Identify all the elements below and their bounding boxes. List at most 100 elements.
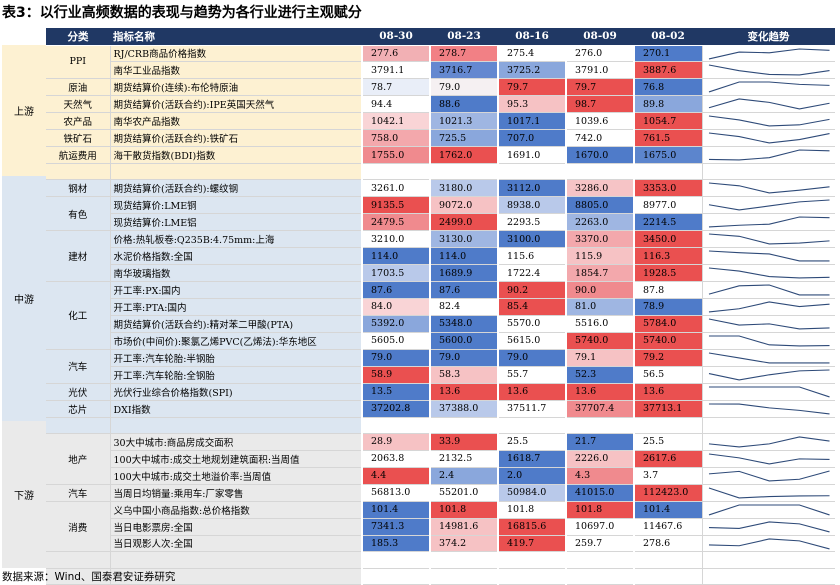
value-cell: 25.5 xyxy=(633,433,702,451)
value-cell: 5392.0 xyxy=(361,315,430,333)
trend-sparkline-cell xyxy=(701,196,835,215)
indicator-name: 海干散货指数(BDI)指数 xyxy=(110,146,363,165)
trend-line xyxy=(708,47,830,59)
value-cell: 374.2 xyxy=(429,535,498,553)
indicator-name: 当日电影票房:全国 xyxy=(110,518,363,536)
trend-line xyxy=(708,216,830,228)
trend-sparkline xyxy=(708,470,830,482)
table-row: 有色 现货结算价:LME铜 9135.5 9072.0 8938.0 8805.0 8977… xyxy=(46,196,835,232)
value-cell: 55.7 xyxy=(497,366,566,384)
segment-column: 上游 中游 下游 xyxy=(2,28,46,568)
value-cell: 101.8 xyxy=(565,501,634,519)
value-cell xyxy=(429,551,498,569)
trend-sparkline-cell xyxy=(701,129,835,148)
segment-label: 上游 xyxy=(2,45,46,176)
trend-sparkline-cell xyxy=(701,213,835,232)
value-cell: 37713.1 xyxy=(633,400,702,418)
value-cell: 1703.5 xyxy=(361,264,430,283)
category-cell: 地产 xyxy=(46,433,111,485)
value-cell: 5605.0 xyxy=(361,332,430,350)
value-cell: 1039.6 xyxy=(565,112,634,131)
table-row: 消费 义乌中国小商品指数:总价格指数 101.4 101.8 101.8 101.8 101… xyxy=(46,501,835,553)
header-date: 08-09 xyxy=(566,28,634,46)
value-cell: 1755.0 xyxy=(361,146,430,165)
value-cell: 95.3 xyxy=(497,95,566,114)
trend-sparkline-cell xyxy=(701,417,835,434)
table-row: 汽车 开工率:汽车轮胎:半钢胎 79.0 79.0 79.0 79.1 79.2 xyxy=(46,349,835,384)
value-cell: 5516.0 xyxy=(565,315,634,333)
value-cell: 112423.0 xyxy=(633,484,702,502)
value-cell: 2226.0 xyxy=(565,450,634,468)
table-row: 地产 30大中城市:商品房成交面积 28.9 33.9 25.5 21.7 25.5 xyxy=(46,433,835,485)
trend-sparkline-cell xyxy=(701,568,835,585)
value-cell: 114.0 xyxy=(361,247,430,266)
table-row: 原油 期货结算价(连续):布伦特原油 78.7 79.0 79.7 79.7 76.8 xyxy=(46,78,835,97)
trend-sparkline-cell xyxy=(701,535,835,553)
value-cell: 14981.6 xyxy=(429,518,498,536)
table-row: 南华玻璃指数 1703.5 1689.9 1722.4 1854.7 1928.5 xyxy=(46,264,835,283)
table-header-row: 分类 指标名称 08-30 08-23 08-16 08-09 08-02 变化… xyxy=(46,28,835,46)
indicator-name: 南华工业品指数 xyxy=(110,61,363,80)
value-cell: 8938.0 xyxy=(497,196,566,215)
table-row: 当日电影票房:全国 7341.3 14981.6 16815.6 10697.0 1146… xyxy=(46,518,835,536)
trend-sparkline-cell xyxy=(701,366,835,384)
value-cell: 1042.1 xyxy=(361,112,430,131)
value-cell: 2.0 xyxy=(497,467,566,485)
value-cell: 2617.6 xyxy=(633,450,702,468)
value-cell: 79.0 xyxy=(361,349,430,367)
category-cell: 天然气 xyxy=(46,95,111,114)
value-cell xyxy=(633,163,702,181)
table-row: PPI RJ/CRB商品价格指数 277.6 278.7 275.4 276.0 270.1 xyxy=(46,45,835,80)
trend-line xyxy=(708,487,830,499)
indicator-name: 期货结算价(连续):布伦特原油 xyxy=(110,78,363,97)
trend-sparkline xyxy=(708,182,830,194)
indicator-name xyxy=(110,417,363,434)
value-cell: 25.5 xyxy=(497,433,566,451)
source-note: 数据来源：Wind、国泰君安证券研究 xyxy=(2,571,176,583)
trend-sparkline xyxy=(708,352,830,364)
value-cell xyxy=(361,568,430,585)
trend-line xyxy=(708,199,830,211)
value-cell: 5348.0 xyxy=(429,315,498,333)
value-cell: 1762.0 xyxy=(429,146,498,165)
trend-sparkline xyxy=(708,318,830,330)
value-cell: 56813.0 xyxy=(361,484,430,502)
value-cell: 101.8 xyxy=(429,501,498,519)
indicator-name: 开工率:汽车轮胎:半钢胎 xyxy=(110,349,363,367)
category-cell: 化工 xyxy=(46,281,111,350)
value-cell: 1054.7 xyxy=(633,112,702,131)
value-cell: 8977.0 xyxy=(633,196,702,215)
value-cell: 3725.2 xyxy=(497,61,566,80)
value-cell: 87.6 xyxy=(429,281,498,299)
value-cell: 58.9 xyxy=(361,366,430,384)
value-cell: 90.2 xyxy=(497,281,566,299)
value-cell: 3791.1 xyxy=(361,61,430,80)
trend-line xyxy=(708,267,830,279)
trend-line xyxy=(708,98,830,110)
trend-sparkline-cell xyxy=(701,247,835,266)
value-cell: 58.3 xyxy=(429,366,498,384)
trend-sparkline-cell xyxy=(701,264,835,283)
value-cell: 1691.0 xyxy=(497,146,566,165)
table-row: 南华工业品指数 3791.1 3716.7 3725.2 3791.0 3887.6 xyxy=(46,61,835,80)
value-cell: 3353.0 xyxy=(633,179,702,198)
indicator-name: 现货结算价:LME铝 xyxy=(110,213,363,232)
trend-line xyxy=(708,335,830,347)
value-cell: 5740.0 xyxy=(633,332,702,350)
indicator-name: 100大中城市:成交土地规划建筑面积:当周值 xyxy=(110,450,363,468)
trend-sparkline-cell xyxy=(701,501,835,519)
header-date: 08-30 xyxy=(362,28,430,46)
value-cell: 37202.8 xyxy=(361,400,430,418)
value-cell: 114.0 xyxy=(429,247,498,266)
indicator-name: RJ/CRB商品价格指数 xyxy=(110,45,363,63)
table-row: 汽车 当周日均销量:乘用车:厂家零售 56813.0 55201.0 50984.0 41… xyxy=(46,484,835,502)
trend-sparkline xyxy=(708,386,830,398)
indicator-name: 当周日均销量:乘用车:厂家零售 xyxy=(110,484,363,502)
category-cell: 有色 xyxy=(46,196,111,232)
table-row: 开工率:汽车轮胎:全钢胎 58.9 58.3 55.7 52.3 56.5 xyxy=(46,366,835,384)
value-cell: 1854.7 xyxy=(565,264,634,283)
header-category: 分类 xyxy=(46,28,110,46)
value-cell: 278.6 xyxy=(633,535,702,553)
indicator-name: 现货结算价:LME铜 xyxy=(110,196,363,215)
value-cell: 2132.5 xyxy=(429,450,498,468)
